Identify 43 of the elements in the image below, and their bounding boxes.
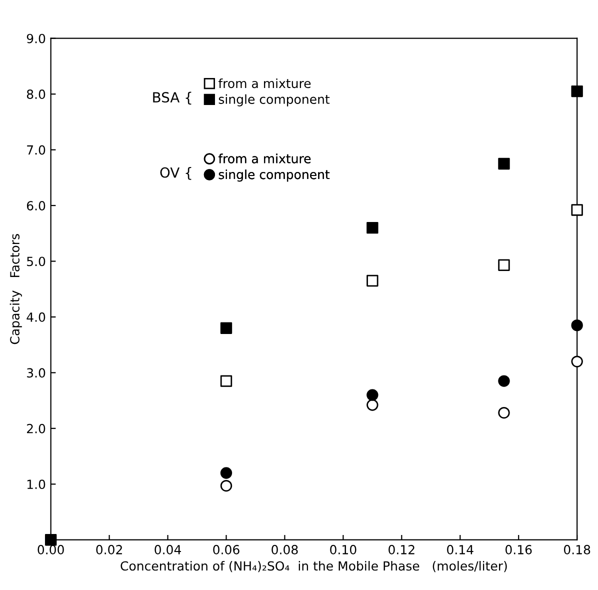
point [366,399,378,411]
point [571,356,583,368]
y-tick-label: 2.0 [27,424,46,434]
point [498,406,510,419]
legend-label: from a mixture [218,154,311,164]
x-tick-label: 0.08 [272,544,298,554]
x-axis-title: Concentration of (NH₄)₂SO₄ in the Mobile Phase (moles/liter) [120,560,507,572]
y-tick-label: 1.0 [27,480,46,490]
point [498,158,510,170]
point [366,389,378,401]
y-tick-label: 7.0 [27,145,46,155]
point [366,274,378,287]
x-tick-label: 0.04 [154,544,181,554]
x-tick-label: 0.06 [213,544,240,554]
x-tick-label: 0.18 [564,544,590,554]
y-tick-label: 9.0 [26,34,46,44]
point [220,467,232,479]
x-tick-label: 0.14 [447,544,474,554]
y-tick-label: 6.0 [26,200,46,210]
x-tick-label: 0.02 [96,544,122,554]
point [220,322,232,334]
annotation: BSA { [153,92,192,105]
point [571,204,583,216]
y-tick-label: 8.0 [26,90,46,99]
point [571,85,583,98]
point [498,375,510,387]
legend-label: from a mixture [218,78,311,88]
annotation: OV { [160,167,192,180]
y-tick-label: 4.0 [26,312,46,322]
point [220,375,232,387]
point [220,480,232,492]
legend-label: single component [218,94,330,106]
point [498,259,510,271]
y-tick-label: 3.0 [27,368,46,378]
x-tick-label: 0.12 [388,544,414,554]
x-tick-label: 0.16 [506,544,532,554]
y-tick-label: 5.0 [27,256,46,266]
y-axis-title: Capacity Factors [10,234,22,344]
legend-label: single component [218,170,330,182]
point [366,222,378,234]
point [571,319,583,332]
x-tick-label: 0.00 [38,544,64,554]
x-tick-label: 0.10 [330,544,356,554]
